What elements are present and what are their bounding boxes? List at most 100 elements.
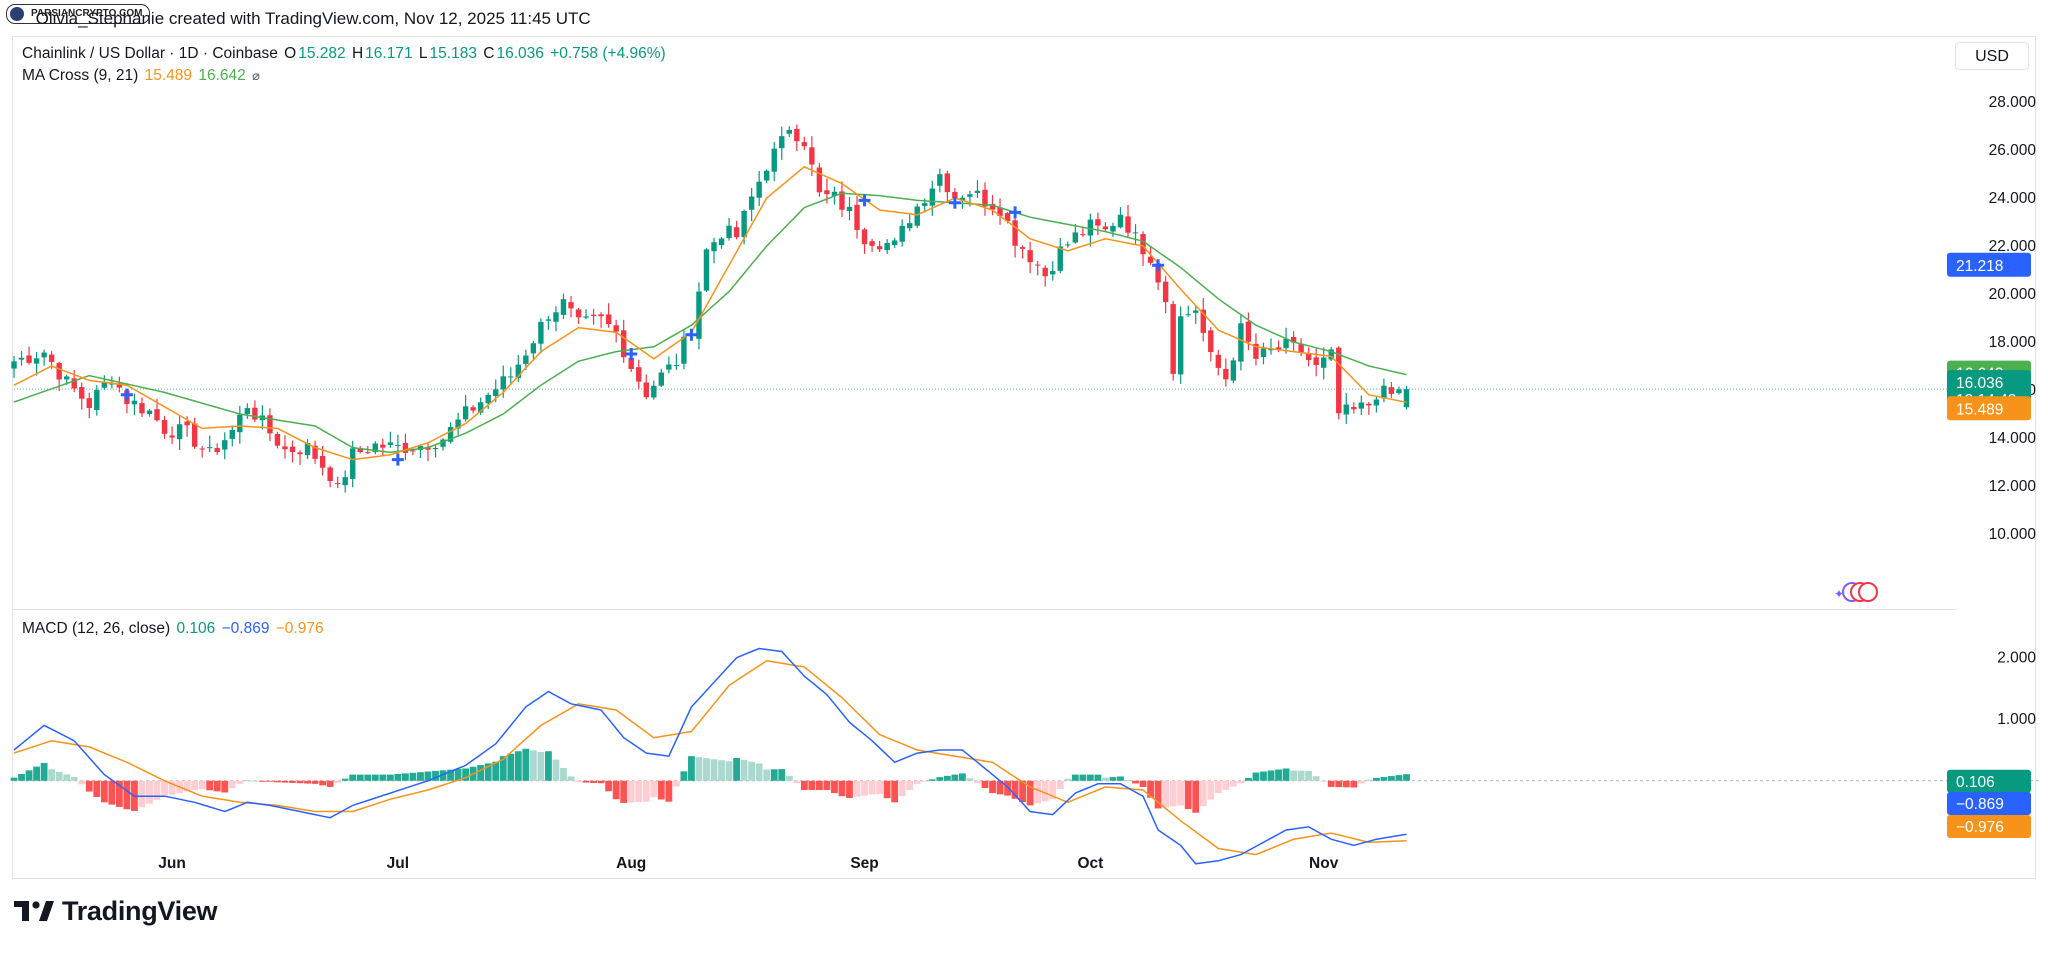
macd-hist-bar bbox=[78, 780, 86, 785]
macd-hist-bar bbox=[605, 780, 613, 792]
candle-body bbox=[71, 378, 77, 389]
ma-title[interactable]: MA Cross (9, 21) bbox=[22, 67, 139, 84]
candle-body bbox=[493, 389, 499, 396]
candle-body bbox=[297, 452, 303, 455]
pane-separator[interactable] bbox=[12, 609, 1957, 610]
currency-button[interactable]: USD bbox=[1955, 42, 2029, 70]
candle-body bbox=[756, 181, 762, 198]
macd-hist-bar bbox=[703, 758, 710, 781]
macd-hist-bar bbox=[853, 780, 861, 797]
candle-body bbox=[553, 312, 559, 322]
macd-hist-bar bbox=[206, 780, 214, 791]
macd-hist-bar bbox=[1305, 770, 1313, 781]
macd-hist-bar bbox=[1214, 780, 1222, 794]
candle-body bbox=[718, 238, 725, 246]
macd-hist-bar bbox=[499, 756, 507, 781]
candle-body bbox=[816, 167, 823, 193]
candle-body bbox=[357, 448, 363, 453]
candle-body bbox=[666, 364, 672, 370]
macd-hist-bar bbox=[861, 780, 868, 796]
macd-title[interactable]: MACD (12, 26, close) bbox=[22, 620, 171, 637]
candle-body bbox=[33, 358, 40, 364]
macd-hist-bar bbox=[650, 780, 658, 798]
ma-legend[interactable]: MA Cross (9, 21) 15.489 16.642 ⌀ bbox=[22, 67, 262, 85]
close-value: 16.036 bbox=[496, 45, 544, 62]
candle-body bbox=[1162, 281, 1169, 303]
candle-body bbox=[146, 410, 153, 415]
candle-body bbox=[1253, 343, 1259, 359]
macd-hist-bar bbox=[778, 769, 786, 781]
open-key: O bbox=[284, 45, 297, 62]
macd-hist-bar bbox=[477, 765, 485, 781]
candle-body bbox=[312, 445, 318, 459]
macd-hist-bar bbox=[454, 769, 462, 781]
macd-hist-bar bbox=[319, 780, 327, 786]
candle-body bbox=[989, 204, 996, 210]
macd-hist-bar bbox=[876, 780, 884, 795]
time-axis-tick: Aug bbox=[616, 855, 646, 872]
macd-hist-bar bbox=[710, 759, 718, 781]
macd-hist-value: 0.106 bbox=[176, 620, 216, 637]
candle-body bbox=[282, 446, 288, 450]
macd-hist-bar bbox=[1192, 780, 1200, 813]
macd-hist-bar bbox=[627, 780, 635, 803]
candle-body bbox=[191, 423, 198, 447]
candle-body bbox=[1185, 314, 1191, 316]
tradingview-brand[interactable]: TradingView bbox=[14, 896, 218, 927]
candle-body bbox=[334, 483, 341, 485]
low-key: L bbox=[418, 45, 428, 62]
symbol-title[interactable]: Chainlink / US Dollar · 1D · Coinbase bbox=[22, 45, 278, 62]
candle-body bbox=[1223, 368, 1229, 380]
candle-body bbox=[605, 314, 612, 325]
macd-hist-bar bbox=[507, 753, 515, 781]
macd-hist-bar bbox=[1207, 780, 1215, 800]
price-label-bg bbox=[1947, 396, 2031, 421]
candle-body bbox=[1260, 348, 1267, 358]
ma-cross-marker bbox=[685, 328, 698, 341]
macd-line-value: −0.869 bbox=[221, 620, 270, 637]
macd-label-bg bbox=[1947, 815, 2031, 838]
candle-body bbox=[1245, 321, 1252, 342]
macd-hist-bar bbox=[25, 770, 33, 781]
macd-hist-bar bbox=[1290, 770, 1297, 781]
hidden-eye-icon[interactable]: ⌀ bbox=[252, 68, 260, 83]
candle-body bbox=[651, 385, 657, 398]
macd-hist-bar bbox=[891, 780, 899, 803]
candle-body bbox=[944, 173, 951, 193]
candle-body bbox=[1140, 234, 1146, 255]
macd-hist-bar bbox=[439, 770, 447, 781]
price-axis-tick: 24.000 bbox=[1989, 190, 2037, 207]
macd-hist-bar bbox=[1372, 777, 1380, 781]
price-label-text: 16.036 bbox=[1956, 375, 2003, 392]
macd-hist-bar bbox=[70, 777, 78, 781]
candle-body bbox=[1320, 357, 1327, 368]
candle-body bbox=[432, 447, 439, 450]
macd-hist-bar bbox=[191, 780, 199, 790]
high-value: 16.171 bbox=[365, 45, 413, 62]
macd-hist-bar bbox=[1403, 774, 1410, 781]
macd-hist-bar bbox=[1297, 770, 1305, 781]
macd-hist-bar bbox=[567, 776, 575, 781]
macd-hist-bar bbox=[1139, 780, 1147, 787]
macd-hist-bar bbox=[1049, 780, 1057, 800]
candle-body bbox=[809, 147, 815, 165]
candle-body bbox=[914, 206, 920, 226]
ma-cross-marker bbox=[1009, 206, 1022, 219]
candle-body bbox=[733, 227, 740, 238]
macd-hist-bar bbox=[386, 774, 394, 781]
open-value: 15.282 bbox=[298, 45, 346, 62]
candle-body bbox=[620, 330, 627, 358]
macd-hist-bar bbox=[417, 772, 424, 781]
price-axis-tick: 26.000 bbox=[1989, 142, 2037, 159]
candle-body bbox=[929, 188, 935, 206]
macd-hist-bar bbox=[409, 772, 417, 781]
macd-legend[interactable]: MACD (12, 26, close) 0.106 −0.869 −0.976 bbox=[22, 620, 326, 638]
candle-body bbox=[1117, 214, 1124, 228]
macd-label-text: −0.976 bbox=[1956, 819, 2004, 836]
candle-body bbox=[568, 302, 574, 309]
candle-body bbox=[854, 204, 860, 230]
macd-hist-bar bbox=[484, 763, 492, 781]
candle-body bbox=[560, 299, 567, 315]
